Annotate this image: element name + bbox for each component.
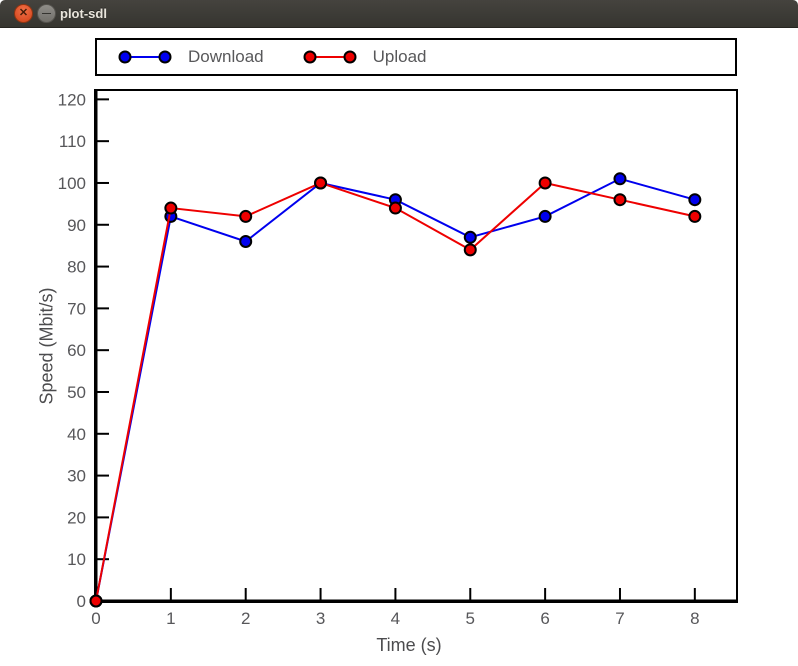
- svg-text:4: 4: [391, 609, 400, 628]
- window-title: plot-sdl: [60, 6, 107, 21]
- legend-entry-upload: Upload: [302, 47, 427, 67]
- svg-text:100: 100: [58, 174, 86, 193]
- svg-text:8: 8: [690, 609, 699, 628]
- svg-text:6: 6: [540, 609, 549, 628]
- download-series-marker-icon: [118, 50, 172, 64]
- svg-text:110: 110: [59, 132, 86, 151]
- minimize-icon: —: [42, 8, 51, 18]
- window-titlebar: ✕ — plot-sdl: [0, 0, 798, 28]
- svg-text:3: 3: [316, 609, 325, 628]
- svg-text:20: 20: [67, 508, 86, 527]
- svg-text:0: 0: [77, 592, 86, 611]
- svg-text:70: 70: [67, 299, 86, 318]
- svg-text:120: 120: [58, 90, 86, 109]
- legend-entry-download: Download: [117, 47, 264, 67]
- upload-series-marker-icon: [303, 50, 357, 64]
- close-button[interactable]: ✕: [14, 4, 33, 23]
- legend-label-download: Download: [188, 47, 264, 66]
- legend-label-upload: Upload: [372, 47, 427, 66]
- svg-text:1: 1: [166, 609, 175, 628]
- minimize-button[interactable]: —: [37, 4, 56, 23]
- svg-text:40: 40: [67, 425, 86, 444]
- svg-text:0: 0: [91, 609, 100, 628]
- y-axis-label: Speed (Mbit/s): [36, 287, 57, 405]
- svg-text:5: 5: [466, 609, 475, 628]
- svg-text:2: 2: [241, 609, 250, 628]
- svg-text:60: 60: [67, 341, 86, 360]
- svg-text:7: 7: [615, 609, 624, 628]
- svg-text:90: 90: [67, 216, 86, 235]
- chart-legend: Download Upload: [95, 38, 737, 76]
- svg-text:10: 10: [67, 550, 86, 569]
- x-axis-label: Time (s): [376, 635, 442, 655]
- close-icon: ✕: [18, 7, 29, 19]
- svg-text:50: 50: [67, 383, 86, 402]
- svg-text:80: 80: [67, 258, 86, 277]
- svg-text:30: 30: [67, 467, 86, 486]
